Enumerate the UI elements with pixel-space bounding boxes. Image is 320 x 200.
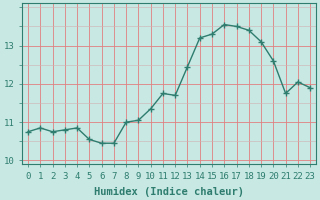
X-axis label: Humidex (Indice chaleur): Humidex (Indice chaleur) (94, 186, 244, 197)
